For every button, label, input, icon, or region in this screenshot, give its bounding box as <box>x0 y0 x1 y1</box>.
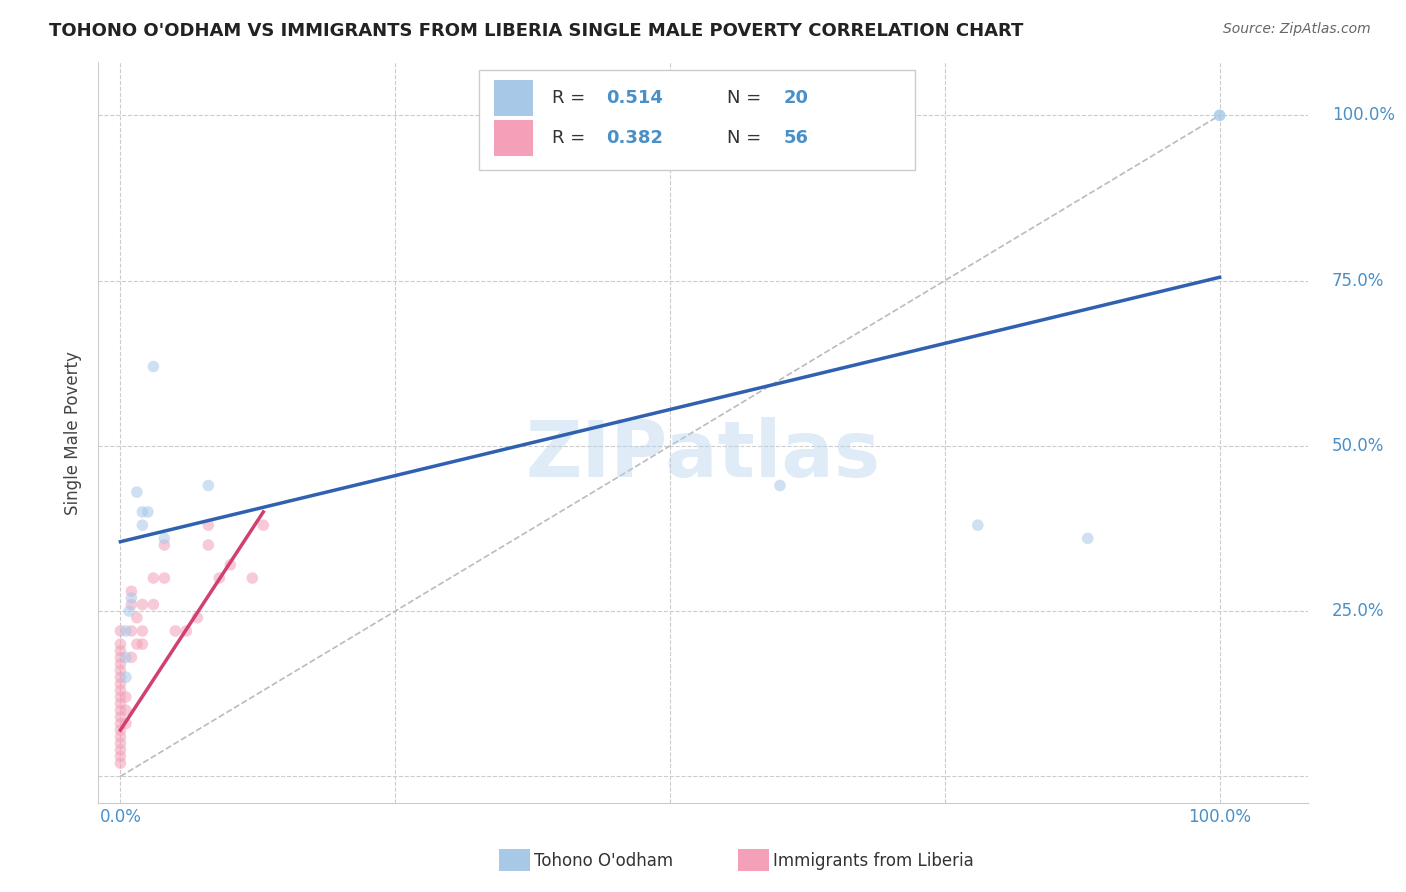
Point <box>110 650 132 665</box>
Point <box>252 518 274 533</box>
Point <box>142 571 165 585</box>
Point <box>110 644 132 658</box>
Text: TOHONO O'ODHAM VS IMMIGRANTS FROM LIBERIA SINGLE MALE POVERTY CORRELATION CHART: TOHONO O'ODHAM VS IMMIGRANTS FROM LIBERI… <box>49 22 1024 40</box>
Point <box>136 505 159 519</box>
Text: Source: ZipAtlas.com: Source: ZipAtlas.com <box>1223 22 1371 37</box>
Point <box>110 697 132 711</box>
FancyBboxPatch shape <box>479 70 915 169</box>
Point <box>110 624 132 638</box>
Point <box>165 624 187 638</box>
Point <box>142 598 165 612</box>
Point <box>110 670 132 684</box>
Point <box>125 611 148 625</box>
Point <box>131 624 153 638</box>
Point <box>197 478 219 492</box>
Point <box>131 637 153 651</box>
Text: N =: N = <box>727 129 768 147</box>
Point <box>120 650 142 665</box>
Text: N =: N = <box>727 89 768 107</box>
Text: ZIPatlas: ZIPatlas <box>526 417 880 493</box>
Point <box>120 584 142 599</box>
Point <box>110 736 132 750</box>
Text: 20: 20 <box>785 89 808 107</box>
Text: 0.514: 0.514 <box>606 89 664 107</box>
Point <box>1208 108 1230 122</box>
Point <box>219 558 242 572</box>
Point <box>110 657 132 671</box>
Bar <box>494 80 533 116</box>
Y-axis label: Single Male Poverty: Single Male Poverty <box>65 351 83 515</box>
Text: 56: 56 <box>785 129 808 147</box>
Text: 75.0%: 75.0% <box>1331 271 1384 290</box>
Text: Tohono O'odham: Tohono O'odham <box>534 852 673 870</box>
Point <box>153 532 176 546</box>
Point <box>110 749 132 764</box>
Text: 25.0%: 25.0% <box>1331 602 1385 620</box>
Point <box>110 743 132 757</box>
Point <box>115 624 138 638</box>
Point <box>142 359 165 374</box>
Point <box>115 690 138 704</box>
Point <box>197 518 219 533</box>
Point <box>120 624 142 638</box>
Point <box>110 664 132 678</box>
Point <box>110 677 132 691</box>
Text: R =: R = <box>551 89 591 107</box>
Point <box>176 624 198 638</box>
Text: R =: R = <box>551 129 591 147</box>
Point <box>197 538 219 552</box>
Point <box>110 716 132 731</box>
Point <box>966 518 988 533</box>
Text: 0.382: 0.382 <box>606 129 664 147</box>
Text: Immigrants from Liberia: Immigrants from Liberia <box>773 852 974 870</box>
Point <box>110 730 132 744</box>
Point <box>118 604 141 618</box>
Point <box>1077 532 1099 546</box>
Point <box>125 485 148 500</box>
Point <box>110 723 132 737</box>
Point <box>208 571 231 585</box>
Text: 100.0%: 100.0% <box>1331 106 1395 124</box>
Point <box>131 598 153 612</box>
Point <box>1208 108 1230 122</box>
Point <box>125 637 148 651</box>
Point <box>120 591 142 605</box>
Point <box>240 571 263 585</box>
Point <box>131 518 153 533</box>
Point <box>110 690 132 704</box>
Point <box>115 670 138 684</box>
Point <box>110 756 132 771</box>
Point <box>115 703 138 717</box>
Point <box>115 716 138 731</box>
Bar <box>494 120 533 156</box>
Point <box>769 478 792 492</box>
Point <box>110 637 132 651</box>
Text: 50.0%: 50.0% <box>1331 437 1384 455</box>
Point <box>131 505 153 519</box>
Point <box>110 703 132 717</box>
Point <box>115 650 138 665</box>
Point <box>153 538 176 552</box>
Point <box>110 710 132 724</box>
Point <box>110 683 132 698</box>
Point <box>153 571 176 585</box>
Point <box>120 598 142 612</box>
Point <box>186 611 208 625</box>
